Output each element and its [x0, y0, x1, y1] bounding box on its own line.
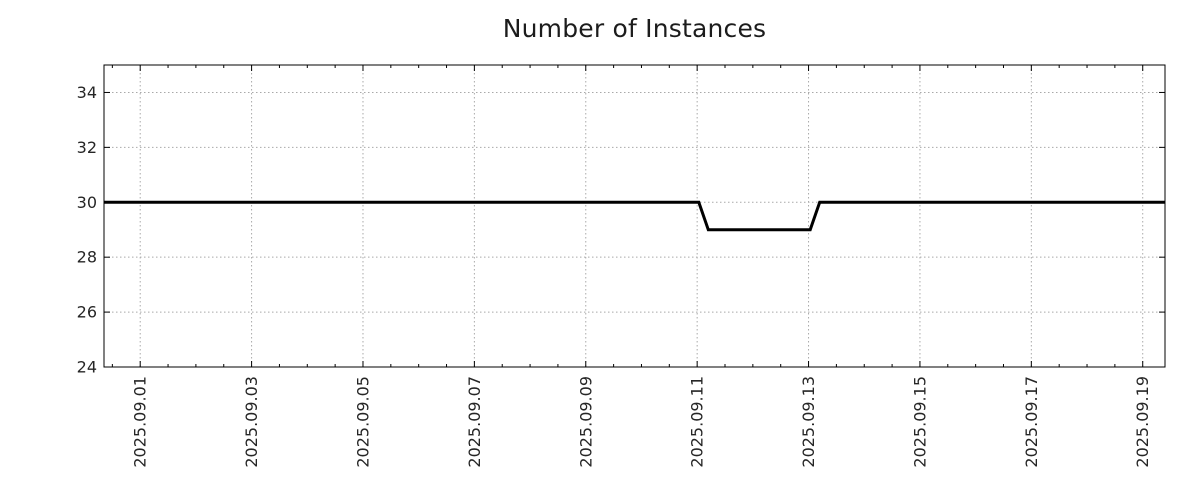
y-tick-label: 26: [77, 303, 97, 322]
x-tick-label: 2025.09.15: [910, 376, 929, 468]
x-tick-label: 2025.09.11: [688, 376, 707, 468]
x-tick-label: 2025.09.03: [242, 376, 261, 468]
axis-labels: 24 26 28 30 32 34 2025.09.01 2025.09.03 2025.09.…: [77, 83, 1153, 468]
x-tick-label: 2025.09.09: [576, 376, 595, 468]
x-tick-label: 2025.09.13: [799, 376, 818, 468]
x-tick-label: 2025.09.05: [353, 376, 372, 468]
y-tick-label: 30: [77, 193, 97, 212]
x-tick-label: 2025.09.01: [131, 376, 150, 468]
y-tick-label: 32: [77, 138, 97, 157]
y-tick-label: 28: [77, 248, 97, 267]
chart-title: Number of Instances: [502, 14, 767, 43]
x-tick-label: 2025.09.17: [1022, 376, 1041, 468]
plot-frame: [103, 64, 1166, 368]
y-tick-label: 34: [77, 83, 97, 102]
gridlines: [104, 65, 1165, 368]
y-tick-label: 24: [77, 358, 97, 377]
axis-ticks: [104, 65, 1165, 368]
series-line-instances: [104, 200, 1165, 232]
x-tick-label: 2025.09.07: [465, 376, 484, 468]
x-tick-label: 2025.09.19: [1133, 376, 1152, 468]
